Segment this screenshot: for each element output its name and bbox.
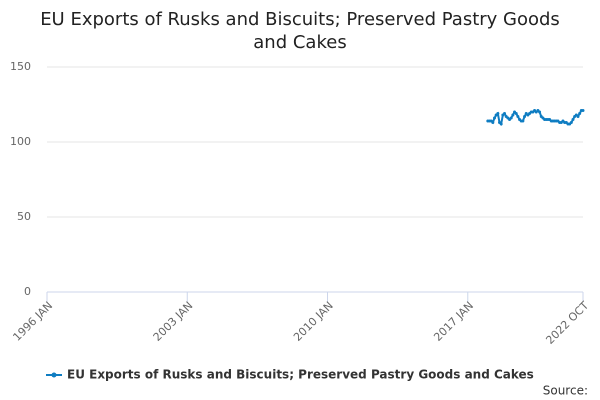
point [521, 119, 525, 123]
x-tick-label: 2003 JAN [151, 299, 196, 344]
y-tick-label: 150 [10, 60, 31, 73]
x-tick-label: 1996 JAN [10, 299, 55, 344]
point [523, 115, 527, 118]
point [509, 116, 513, 120]
point [516, 115, 520, 118]
point [499, 122, 503, 126]
legend-label: EU Exports of Rusks and Biscuits; Preser… [67, 368, 534, 382]
source-label: Source: [543, 384, 588, 398]
y-tick-label: 100 [10, 135, 31, 148]
y-tick-label: 50 [17, 210, 31, 223]
chart-title: EU Exports of Rusks and Biscuits; Preser… [40, 9, 560, 53]
y-tick-label: 0 [24, 285, 31, 298]
point [514, 112, 518, 115]
point [569, 121, 573, 124]
point [571, 118, 575, 121]
point [491, 121, 495, 124]
point [578, 112, 582, 115]
legend-marker [51, 372, 57, 378]
point [511, 113, 515, 117]
x-tick-label: 2017 JAN [431, 299, 476, 344]
point [581, 109, 585, 112]
x-tick-label: 2022 OCT [543, 299, 591, 347]
point [496, 112, 500, 115]
point [493, 116, 497, 120]
point [538, 110, 542, 114]
point [503, 112, 507, 115]
point [576, 115, 580, 118]
x-tick-label: 2010 JAN [291, 299, 336, 344]
